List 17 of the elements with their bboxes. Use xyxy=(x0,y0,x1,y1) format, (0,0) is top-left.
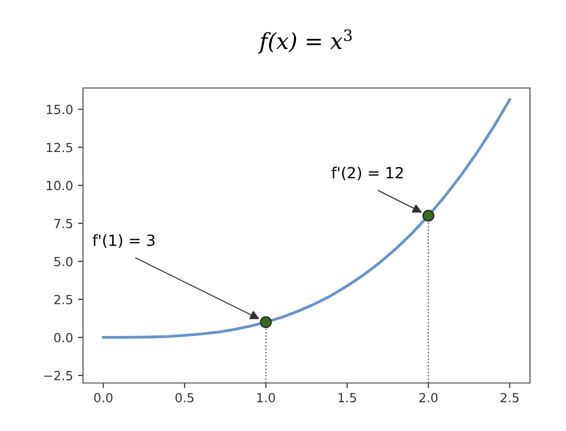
y-tick-label: 0.0 xyxy=(54,332,72,342)
x-tick-label: 0.0 xyxy=(94,392,112,402)
y-tick-label: 12.5 xyxy=(46,142,72,152)
y-tick-label: −2.5 xyxy=(44,370,72,380)
y-tick-label: 2.5 xyxy=(54,294,72,304)
chart-title: f(x) = x$^{3}$ xyxy=(258,29,352,54)
y-tick-label: 5.0 xyxy=(54,256,72,266)
y-tick-label: 7.5 xyxy=(54,218,72,228)
x-tick-label: 1.5 xyxy=(338,393,356,402)
annotation: f'(2) = 12 xyxy=(332,166,403,180)
x-tick-label: 1.0 xyxy=(257,392,275,402)
y-tick-label: 15.0 xyxy=(46,104,72,114)
x-tick-label: 2.5 xyxy=(500,392,519,402)
annotation: f'(1) = 3 xyxy=(92,234,154,248)
y-tick-label: 10.0 xyxy=(46,180,72,190)
x-tick-label: 0.5 xyxy=(175,392,194,402)
x-tick-label: 2.0 xyxy=(419,392,438,402)
